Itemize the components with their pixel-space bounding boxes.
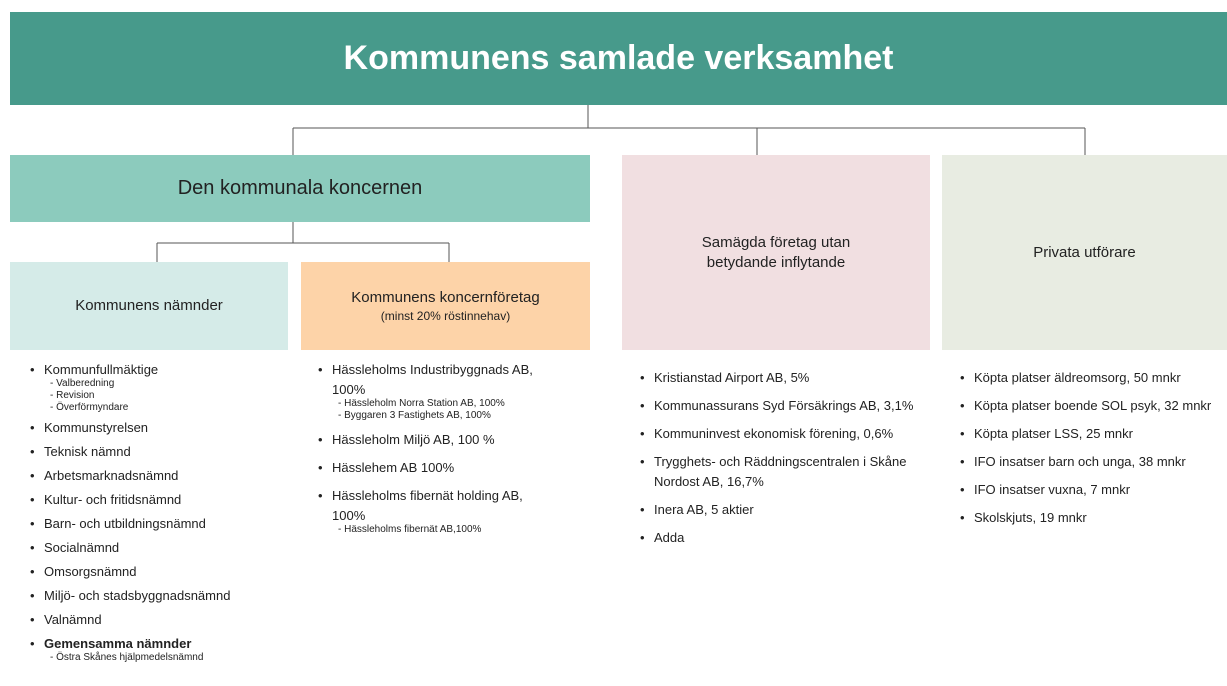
item-text: Köpta platser LSS, 25 mnkr <box>974 426 1133 441</box>
item-list: Köpta platser äldreomsorg, 50 mnkr Köpta … <box>960 368 1215 536</box>
list-item: Inera AB, 5 aktier <box>640 500 915 520</box>
list-item: Skolskjuts, 19 mnkr <box>960 508 1215 528</box>
list-item: Trygghets- och Räddningscentralen i Skån… <box>640 452 915 492</box>
item-text: Omsorgsnämnd <box>44 564 137 579</box>
list-item: Köpta platser boende SOL psyk, 32 mnkr <box>960 396 1215 416</box>
item-text: IFO insatser vuxna, 7 mnkr <box>974 482 1131 497</box>
item-text: Hässleholm Miljö AB, 100 % <box>332 432 495 447</box>
list-item: Köpta platser äldreomsorg, 50 mnkr <box>960 368 1215 388</box>
list-item: Teknisk nämnd <box>30 442 285 462</box>
list-item: Hässlehem AB 100% <box>318 458 558 478</box>
item-text: Inera AB, 5 aktier <box>654 502 754 517</box>
item-text: Kultur- och fritidsnämnd <box>44 492 182 507</box>
column-title: Privata utförare <box>1033 243 1136 261</box>
sub-item: Revision <box>44 390 285 402</box>
list-item: Omsorgsnämnd <box>30 562 285 582</box>
list-item: Hässleholm Miljö AB, 100 % <box>318 430 558 450</box>
title: Kommunens samlade verksamhet <box>343 39 894 77</box>
column-title: Kommunens koncernföretag <box>351 289 540 306</box>
list-item: Miljö- och stadsbyggnadsnämnd <box>30 586 285 606</box>
column-header: Kommunens nämnder <box>10 262 288 350</box>
sub-list: Hässleholm Norra Station AB, 100%Byggare… <box>332 398 558 422</box>
sub-item: Överförmyndare <box>44 402 285 414</box>
list-item: Gemensamma nämnderÖstra Skånes hjälpmede… <box>30 634 285 664</box>
item-list: KommunfullmäktigeValberedningRevisionÖve… <box>30 360 285 668</box>
column-title: Kommunens nämnder <box>75 297 223 314</box>
list-item: Socialnämnd <box>30 538 285 558</box>
list-item: Köpta platser LSS, 25 mnkr <box>960 424 1215 444</box>
item-text: Hässlehem AB 100% <box>332 460 455 475</box>
list-item: IFO insatser vuxna, 7 mnkr <box>960 480 1215 500</box>
item-text: IFO insatser barn och unga, 38 mnkr <box>974 454 1186 469</box>
sub-item: Östra Skånes hjälpmedelsnämnd <box>44 652 285 664</box>
item-text: Köpta platser boende SOL psyk, 32 mnkr <box>974 398 1212 413</box>
column-title: Samägda företag utan betydande inflytand… <box>701 233 851 271</box>
item-list: Kristianstad Airport AB, 5% Kommunassuran… <box>640 368 915 556</box>
sub-item: Byggaren 3 Fastighets AB, 100% <box>332 410 558 422</box>
list-item: IFO insatser barn och unga, 38 mnkr <box>960 452 1215 472</box>
item-text: Miljö- och stadsbyggnadsnämnd <box>44 588 231 603</box>
sub-item: Hässleholm Norra Station AB, 100% <box>332 398 558 410</box>
item-text: Kommunstyrelsen <box>44 420 149 435</box>
sub-item: Valberedning <box>44 378 285 390</box>
item-text: Hässleholms Industribyggnads AB, 100% <box>332 362 533 397</box>
item-text: Gemensamma nämnder <box>44 636 192 651</box>
item-text: Arbetsmarknadsnämnd <box>44 468 179 483</box>
item-text: Valnämnd <box>44 612 102 627</box>
group-title: Den kommunala koncernen <box>177 177 423 199</box>
sub-list: Östra Skånes hjälpmedelsnämnd <box>44 652 285 664</box>
list-item: Kultur- och fritidsnämnd <box>30 490 285 510</box>
list-item: Valnämnd <box>30 610 285 630</box>
list-item: Hässleholms fibernät holding AB, 100%Häs… <box>318 486 558 536</box>
list-item: KommunfullmäktigeValberedningRevisionÖve… <box>30 360 285 414</box>
column-header: Privata utförare <box>942 155 1227 350</box>
item-text: Barn- och utbildningsnämnd <box>44 516 206 531</box>
list-item: Hässleholms Industribyggnads AB, 100%Häs… <box>318 360 558 422</box>
item-text: Köpta platser äldreomsorg, 50 mnkr <box>974 370 1181 385</box>
item-text: Kommunassurans Syd Försäkrings AB, 3,1% <box>654 398 914 413</box>
list-item: Kommunassurans Syd Försäkrings AB, 3,1% <box>640 396 915 416</box>
item-text: Socialnämnd <box>44 540 120 555</box>
item-text: Kommunfullmäktige <box>44 362 159 377</box>
item-text: Hässleholms fibernät holding AB, 100% <box>332 488 523 523</box>
column-header: Samägda företag utan betydande inflytand… <box>622 155 930 350</box>
item-text: Trygghets- och Räddningscentralen i Skån… <box>654 454 907 489</box>
item-text: Adda <box>654 530 685 545</box>
column-header: Kommunens koncernföretag (minst 20% röst… <box>301 262 590 350</box>
list-item: Adda <box>640 528 915 548</box>
sub-list: Hässleholms fibernät AB,100% <box>332 524 558 536</box>
sub-item: Hässleholms fibernät AB,100% <box>332 524 558 536</box>
list-item: Kommuninvest ekonomisk förening, 0,6% <box>640 424 915 444</box>
group-header: Den kommunala koncernen <box>10 155 590 222</box>
item-text: Skolskjuts, 19 mnkr <box>974 510 1087 525</box>
column-subtitle: (minst 20% röstinnehav) <box>380 309 511 323</box>
list-item: Kristianstad Airport AB, 5% <box>640 368 915 388</box>
list-item: Barn- och utbildningsnämnd <box>30 514 285 534</box>
item-text: Kristianstad Airport AB, 5% <box>654 370 810 385</box>
list-item: Kommunstyrelsen <box>30 418 285 438</box>
item-text: Kommuninvest ekonomisk förening, 0,6% <box>654 426 894 441</box>
item-text: Teknisk nämnd <box>44 444 131 459</box>
title-banner: Kommunens samlade verksamhet <box>10 12 1227 105</box>
list-item: Arbetsmarknadsnämnd <box>30 466 285 486</box>
item-list: Hässleholms Industribyggnads AB, 100%Häs… <box>318 360 558 544</box>
sub-list: ValberedningRevisionÖverförmyndare <box>44 378 285 414</box>
